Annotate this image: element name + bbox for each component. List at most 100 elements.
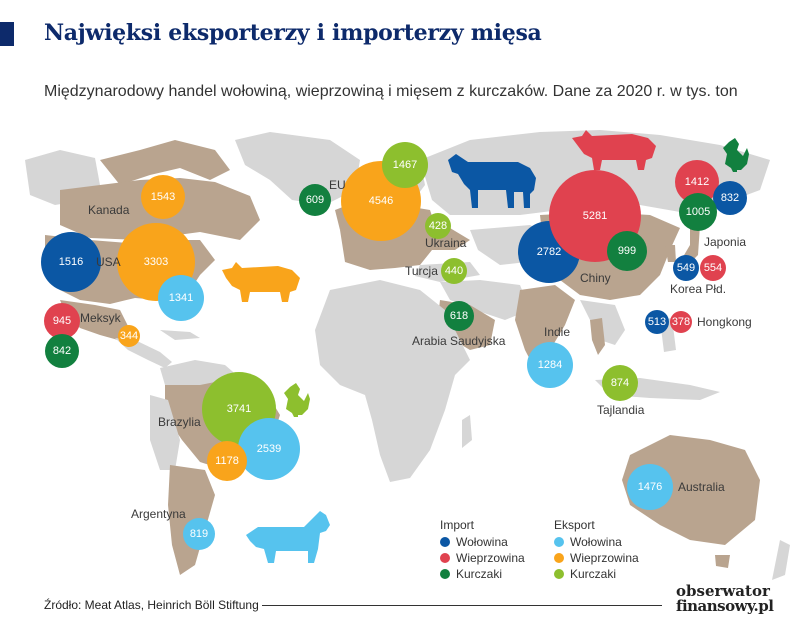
svg-text:1467: 1467 xyxy=(393,159,417,171)
country-label: Brazylia xyxy=(158,415,201,429)
land-andes xyxy=(150,395,180,470)
bubble: 819 xyxy=(183,518,215,550)
svg-text:3303: 3303 xyxy=(144,256,168,268)
pig-icon xyxy=(222,262,300,302)
bubble: 554 xyxy=(700,255,726,281)
legend-item: Kurczaki xyxy=(440,566,560,582)
page-subtitle: Międzynarodowy handel wołowiną, wieprzow… xyxy=(44,83,738,100)
land-tasmania xyxy=(715,555,730,568)
legend-item: Wołowina xyxy=(554,534,674,550)
svg-text:609: 609 xyxy=(306,194,324,206)
country-label: Tajlandia xyxy=(597,403,645,417)
chicken-icon xyxy=(284,383,310,417)
bubble: 1178 xyxy=(207,441,247,481)
land-madagascar xyxy=(462,415,472,448)
logo-line1: obserwator xyxy=(676,582,770,600)
svg-text:618: 618 xyxy=(450,310,468,322)
legend-export-header: Eksport xyxy=(554,518,595,532)
country-label: USA xyxy=(96,255,121,269)
country-labels: Kanada USA Meksyk Brazylia Argentyna EU … xyxy=(80,178,752,521)
country-label: Arabia Saudyjska xyxy=(412,334,506,348)
legend-export: Eksport Wołowina Wieprzowina Kurczaki xyxy=(554,518,674,582)
svg-text:513: 513 xyxy=(648,316,666,328)
pig-icon xyxy=(572,130,656,170)
legend-label: Wieprzowina xyxy=(570,551,639,565)
bubble: 945 xyxy=(44,303,80,339)
bubble: 1005 xyxy=(679,193,717,231)
svg-text:344: 344 xyxy=(120,330,138,342)
country-label: Indie xyxy=(544,325,570,339)
svg-text:1412: 1412 xyxy=(685,176,709,188)
bubble: 842 xyxy=(45,334,79,368)
legend-label: Wołowina xyxy=(456,535,508,549)
country-label: Kanada xyxy=(88,203,130,217)
country-label: Meksyk xyxy=(80,311,122,325)
land-australia xyxy=(622,435,760,545)
bubble-layer: 1543 1516 3303 1341 945 842 344 3741 253… xyxy=(41,142,747,550)
svg-text:5281: 5281 xyxy=(583,210,607,222)
logo: obserwator finansowy.pl xyxy=(676,582,774,615)
svg-text:428: 428 xyxy=(429,220,447,232)
bubble: 1341 xyxy=(158,275,204,321)
svg-text:3741: 3741 xyxy=(227,403,251,415)
source-note: Źródło: Meat Atlas, Heinrich Böll Stiftu… xyxy=(44,598,259,612)
legend-import: Import Wołowina Wieprzowina Kurczaki xyxy=(440,518,560,582)
bubble: 832 xyxy=(713,181,747,215)
svg-text:1543: 1543 xyxy=(151,191,175,203)
land-canada-arctic xyxy=(100,140,230,185)
page-title: Najwięksi eksporterzy i importerzy mięsa xyxy=(44,20,542,46)
country-label: EU xyxy=(329,178,346,192)
country-label: Turcja xyxy=(405,264,438,278)
svg-text:549: 549 xyxy=(677,262,695,274)
country-label: Ukraina xyxy=(425,236,467,250)
svg-text:819: 819 xyxy=(190,528,208,540)
bubble: 618 xyxy=(444,301,474,331)
logo-line2: finansowy.pl xyxy=(676,597,774,615)
bubble: 513 xyxy=(645,310,669,334)
svg-text:554: 554 xyxy=(704,262,722,274)
cow-icon xyxy=(448,154,536,208)
svg-text:832: 832 xyxy=(721,192,739,204)
land-greenland xyxy=(235,132,360,205)
legend-dot xyxy=(440,569,450,579)
country-label: Argentyna xyxy=(131,507,186,521)
legend-dot xyxy=(440,553,450,563)
legend-dot xyxy=(554,537,564,547)
svg-text:999: 999 xyxy=(618,245,636,257)
bubble: 999 xyxy=(607,231,647,271)
svg-text:945: 945 xyxy=(53,315,71,327)
svg-text:4546: 4546 xyxy=(369,195,393,207)
bubble: 549 xyxy=(673,255,699,281)
bubble: 609 xyxy=(299,184,331,216)
land-middle-east xyxy=(440,280,530,320)
land-new-zealand xyxy=(772,540,790,580)
svg-text:1476: 1476 xyxy=(638,481,662,493)
chicken-icon xyxy=(723,138,749,172)
bubble: 2539 xyxy=(238,418,300,480)
legend-label: Kurczaki xyxy=(570,567,617,581)
title-accent-bar xyxy=(0,22,14,46)
bubble: 1467 xyxy=(382,142,428,188)
bubble: 874 xyxy=(602,365,638,401)
svg-text:440: 440 xyxy=(445,265,463,277)
land-mexico xyxy=(60,300,130,340)
legend-label: Wołowina xyxy=(570,535,622,549)
legend-item: Wieprzowina xyxy=(440,550,560,566)
svg-text:2539: 2539 xyxy=(257,443,281,455)
svg-text:1284: 1284 xyxy=(538,359,562,371)
country-label: Japonia xyxy=(704,235,746,249)
bubble: 440 xyxy=(441,258,467,284)
bubble: 1412 xyxy=(675,160,719,204)
svg-text:1178: 1178 xyxy=(215,455,239,467)
svg-text:1005: 1005 xyxy=(686,206,710,218)
svg-text:378: 378 xyxy=(672,316,690,328)
country-label: Australia xyxy=(678,480,725,494)
bubble: 428 xyxy=(425,213,451,239)
svg-text:2782: 2782 xyxy=(537,246,561,258)
legend-item: Wołowina xyxy=(440,534,560,550)
bubble: 344 xyxy=(118,325,140,347)
land-caribbean xyxy=(160,330,200,340)
land-india xyxy=(515,285,575,375)
legend-item: Wieprzowina xyxy=(554,550,674,566)
